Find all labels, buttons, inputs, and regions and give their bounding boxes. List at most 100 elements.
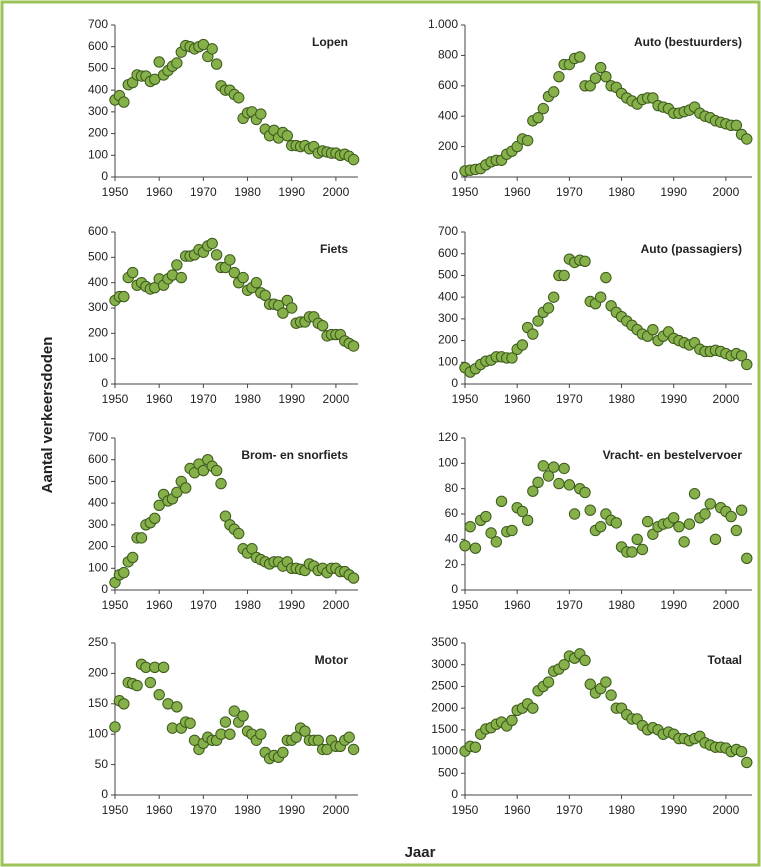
y-tick-label: 100 — [88, 351, 108, 365]
point — [548, 461, 560, 473]
point — [584, 678, 596, 690]
y-tick-label: 0 — [101, 787, 108, 801]
point — [144, 676, 157, 689]
point — [542, 470, 555, 482]
point — [299, 725, 311, 737]
point — [171, 701, 183, 713]
y-tick-label: 0 — [451, 787, 458, 801]
x-tick-label: 2000 — [713, 598, 740, 612]
y-tick-label: 150 — [88, 696, 108, 710]
point — [347, 572, 360, 584]
point — [277, 307, 289, 319]
point — [506, 714, 518, 727]
y-tick-label: 100 — [438, 354, 458, 368]
x-tick-label: 1950 — [102, 803, 129, 817]
point — [175, 271, 187, 284]
y-tick-label: 0 — [451, 376, 458, 390]
point — [126, 266, 139, 279]
point — [224, 254, 236, 266]
point — [153, 56, 165, 68]
x-tick-label: 1970 — [556, 803, 583, 817]
point — [469, 542, 482, 554]
y-tick-label: 80 — [445, 481, 459, 495]
point — [730, 524, 743, 537]
x-tick-label: 1980 — [608, 185, 635, 199]
x-axis-label: Jaar — [405, 844, 436, 861]
y-tick-label: 600 — [88, 224, 108, 238]
point — [579, 654, 591, 667]
y-tick-label: 1000 — [431, 744, 458, 758]
point — [636, 543, 649, 556]
point — [347, 743, 360, 756]
point — [558, 462, 570, 475]
point — [558, 659, 570, 671]
point — [469, 741, 482, 753]
x-tick-label: 2000 — [713, 803, 740, 817]
y-tick-label: 200 — [88, 326, 108, 340]
x-tick-label: 1970 — [190, 185, 217, 199]
point — [553, 70, 565, 83]
y-tick-label: 500 — [438, 765, 458, 779]
point — [532, 112, 544, 124]
point — [741, 756, 753, 769]
x-tick-label: 1950 — [102, 185, 129, 199]
y-tick-label: 200 — [88, 539, 108, 553]
point — [233, 92, 245, 104]
chart-title: Totaal — [708, 653, 742, 667]
point — [605, 689, 617, 701]
point — [527, 485, 539, 497]
point — [215, 477, 227, 490]
y-tick-label: 100 — [88, 560, 108, 574]
point — [506, 524, 518, 537]
point — [118, 96, 130, 108]
point — [184, 717, 196, 729]
point — [610, 517, 623, 529]
point — [678, 536, 690, 548]
point — [206, 43, 218, 55]
x-tick-label: 1970 — [190, 392, 217, 406]
chart-title: Vracht- en bestelvervoer — [603, 448, 743, 462]
y-tick-label: 100 — [88, 147, 108, 161]
y-tick-label: 600 — [438, 78, 458, 92]
point — [286, 302, 298, 314]
point — [600, 676, 612, 688]
point — [290, 731, 302, 743]
chart-title: Brom- en snorfiets — [241, 448, 348, 462]
x-tick-label: 1990 — [660, 803, 687, 817]
chart-title: Fiets — [320, 242, 348, 256]
x-tick-label: 1960 — [504, 185, 531, 199]
x-tick-label: 1990 — [278, 392, 305, 406]
point — [532, 315, 544, 327]
point — [735, 350, 748, 362]
y-tick-label: 0 — [451, 169, 458, 183]
point — [647, 324, 659, 336]
x-tick-label: 1970 — [190, 598, 217, 612]
y-tick-label: 0 — [451, 582, 458, 596]
point — [109, 721, 121, 733]
y-tick-label: 120 — [438, 430, 458, 444]
point — [641, 515, 654, 528]
x-tick-label: 2000 — [323, 185, 350, 199]
y-tick-label: 400 — [88, 275, 108, 289]
x-tick-label: 1980 — [234, 803, 261, 817]
point — [171, 259, 183, 271]
y-tick-label: 400 — [438, 289, 458, 303]
point — [558, 269, 570, 282]
point — [589, 72, 602, 84]
point — [725, 510, 737, 523]
y-tick-label: 500 — [88, 61, 108, 75]
y-tick-label: 700 — [88, 17, 108, 31]
x-tick-label: 1980 — [234, 392, 261, 406]
point — [631, 533, 643, 546]
x-tick-label: 1970 — [556, 598, 583, 612]
point — [135, 532, 148, 544]
point — [210, 249, 223, 261]
x-tick-label: 1980 — [234, 598, 261, 612]
point — [255, 728, 267, 740]
x-tick-label: 1990 — [660, 392, 687, 406]
point — [495, 495, 508, 508]
chart-title: Lopen — [312, 35, 348, 49]
y-axis-label: Aantal verkeersdoden — [39, 337, 56, 494]
point — [553, 477, 565, 490]
